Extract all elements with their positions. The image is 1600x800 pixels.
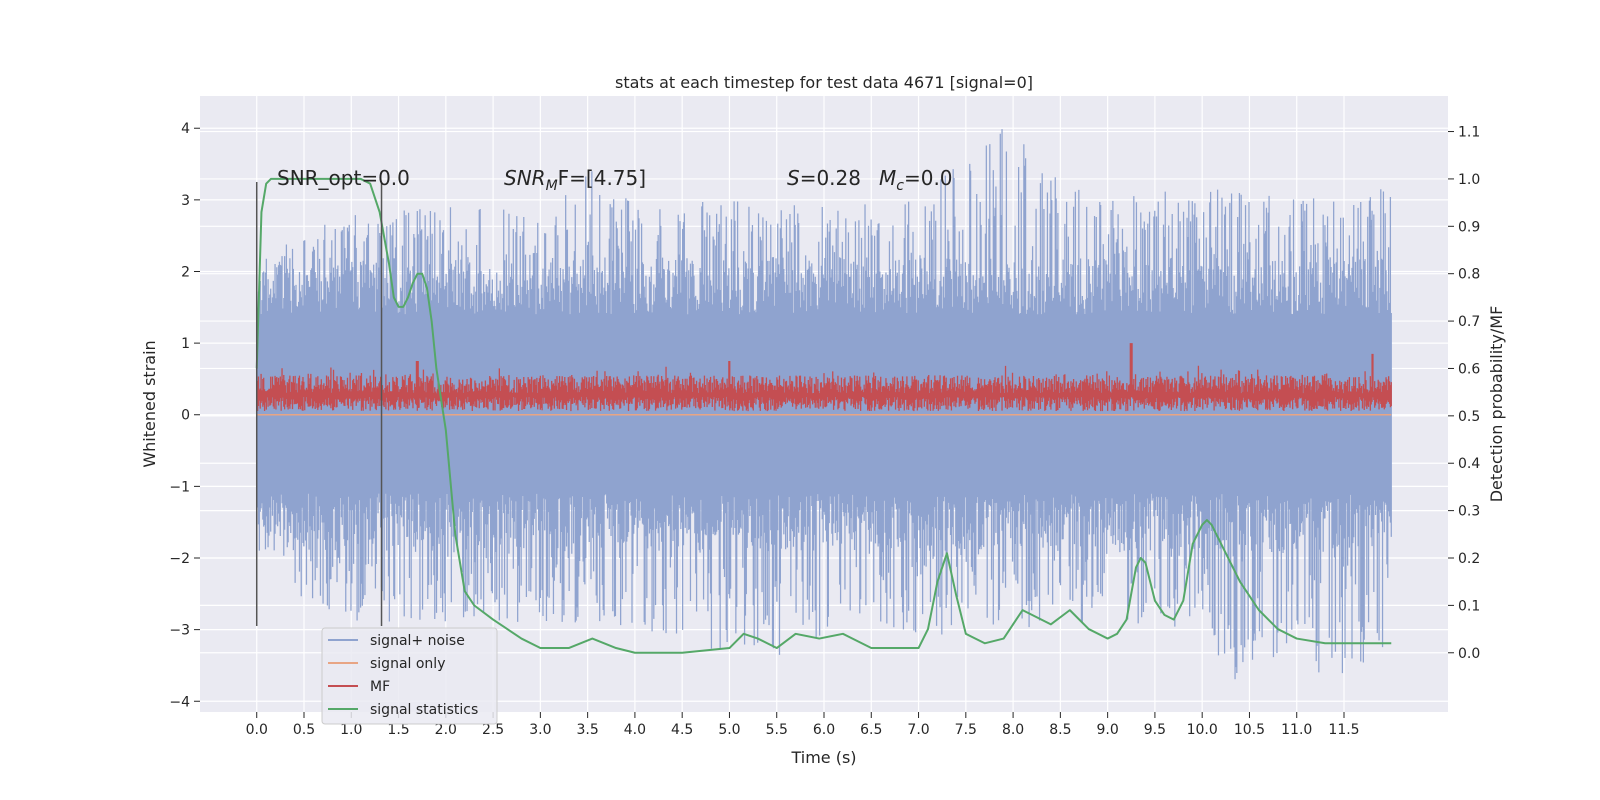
legend-label-signal-noise: signal+ noise xyxy=(370,633,465,649)
x-tick-label: 5.5 xyxy=(766,722,788,738)
y-axis-label: Whitened strain xyxy=(140,340,159,467)
y2-tick-label: 0.9 xyxy=(1458,219,1480,235)
series-signal-statistics xyxy=(255,177,1392,654)
annotation-mc-sub: c xyxy=(896,178,904,194)
x-tick-label: 10.5 xyxy=(1234,722,1265,738)
y-tick-label: −1 xyxy=(169,479,190,495)
x-tick-label: 7.5 xyxy=(955,722,977,738)
annotation-s-value: =0.28 xyxy=(800,166,861,190)
y-tick-label: 4 xyxy=(181,121,190,137)
x-tick-label: 8.5 xyxy=(1049,722,1071,738)
y2-tick-label: 0.0 xyxy=(1458,646,1480,662)
x-tick-label: 7.0 xyxy=(907,722,929,738)
x-tick-label: 6.0 xyxy=(813,722,835,738)
x-tick-label: 9.5 xyxy=(1144,722,1166,738)
x-tick-label: 1.0 xyxy=(340,722,362,738)
annotation-snr-mf-sub: M xyxy=(546,178,558,194)
y-tick-label: 0 xyxy=(181,408,190,424)
x-tick-label: 9.0 xyxy=(1097,722,1119,738)
y-axis-ticks: −4 −3 −2 −1 0 1 2 3 4 xyxy=(169,121,200,710)
y2-tick-label: 1.0 xyxy=(1458,172,1480,188)
annotation-snr-mf: SNRMF=[4.75] xyxy=(504,166,646,194)
x-tick-label: 2.0 xyxy=(435,722,457,738)
x-tick-label: 11.5 xyxy=(1328,722,1359,738)
x-tick-label: 0.5 xyxy=(293,722,315,738)
x-tick-label: 1.5 xyxy=(387,722,409,738)
y-tick-label: 1 xyxy=(181,336,190,352)
annotation-s-var: S xyxy=(787,166,800,190)
y2-tick-label: 0.1 xyxy=(1458,598,1480,614)
y2-tick-label: 0.6 xyxy=(1458,361,1480,377)
annotation-snr-mf-suffix: F=[4.75] xyxy=(558,166,646,190)
x-tick-label: 0.0 xyxy=(246,722,268,738)
legend-label-signal-only: signal only xyxy=(370,656,445,672)
y2-tick-label: 0.3 xyxy=(1458,504,1480,520)
legend: signal+ noise signal only MF signal stat… xyxy=(321,627,498,725)
y-tick-label: −2 xyxy=(169,551,190,567)
y2-tick-label: 1.1 xyxy=(1458,125,1480,141)
vertical-markers xyxy=(255,181,383,627)
annotation-snr-opt: SNR_opt=0.0 xyxy=(277,166,410,190)
series-layer xyxy=(255,129,1392,680)
x-tick-label: 3.0 xyxy=(529,722,551,738)
y-tick-label: 3 xyxy=(181,193,190,209)
y-tick-label: −3 xyxy=(169,623,190,639)
y2-tick-label: 0.5 xyxy=(1458,409,1480,425)
x-tick-label: 11.0 xyxy=(1281,722,1312,738)
legend-label-mf: MF xyxy=(370,679,390,695)
y-tick-label: −4 xyxy=(169,694,190,710)
x-tick-label: 4.0 xyxy=(624,722,646,738)
annotation-mc-var: M xyxy=(879,166,896,190)
y2-tick-label: 0.7 xyxy=(1458,314,1480,330)
x-tick-label: 2.5 xyxy=(482,722,504,738)
chart-title: stats at each timestep for test data 467… xyxy=(615,73,1033,92)
annotation-s-mc: S=0.28 Mc=0.0 xyxy=(787,166,953,194)
x-axis-label: Time (s) xyxy=(790,748,856,767)
y2-tick-label: 0.2 xyxy=(1458,551,1480,567)
legend-label-signal-statistics: signal statistics xyxy=(370,702,478,718)
y2-axis-label: Detection probability/MF xyxy=(1487,306,1506,503)
x-tick-label: 8.0 xyxy=(1002,722,1024,738)
y-tick-label: 2 xyxy=(181,264,190,280)
x-tick-label: 3.5 xyxy=(577,722,599,738)
x-tick-label: 5.0 xyxy=(718,722,740,738)
x-axis-ticks: 0.0 0.5 1.0 1.5 2.0 2.5 3.0 3.5 4.0 4.5 5.0 5.5 6.0 6… xyxy=(246,712,1360,738)
annotation-mc-value: =0.0 xyxy=(904,166,953,190)
y2-tick-label: 0.8 xyxy=(1458,267,1480,283)
legend-box xyxy=(321,627,498,725)
annotation-snr-mf-prefix: SNR xyxy=(504,166,546,190)
y2-axis-ticks: 0.0 0.1 0.2 0.3 0.4 0.5 0.6 0.7 0.8 0.9 1.0 1.1 xyxy=(1448,125,1480,662)
x-tick-label: 6.5 xyxy=(860,722,882,738)
x-tick-label: 4.5 xyxy=(671,722,693,738)
x-tick-label: 10.0 xyxy=(1187,722,1218,738)
y2-tick-label: 0.4 xyxy=(1458,456,1480,472)
